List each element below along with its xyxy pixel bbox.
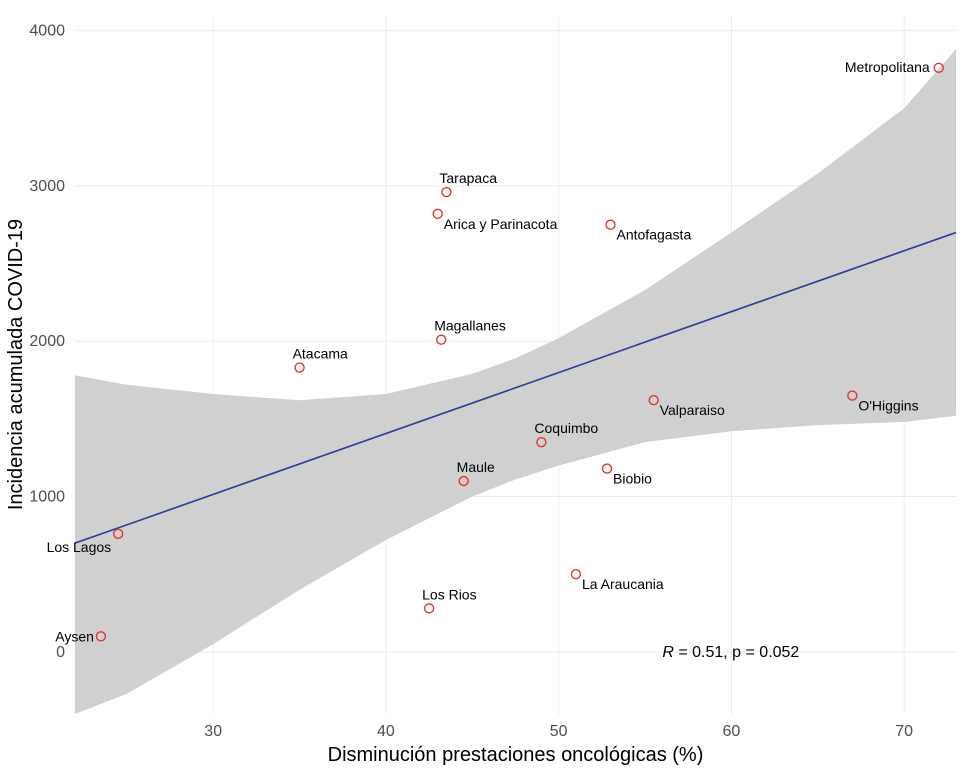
point-label: Antofagasta [617,227,692,243]
point-label: Coquimbo [534,420,598,436]
point-label: Tarapaca [439,170,497,186]
scatter-chart: Aysen Los Lagos Atacama Los Rios Arica y Par… [0,0,976,779]
y-tick-label: 0 [56,644,65,661]
point-label: O'Higgins [858,398,918,414]
point-label: La Araucania [582,576,664,592]
y-tick-label: 4000 [29,23,65,40]
point-label: Arica y Parinacota [444,216,558,232]
x-tick-label: 70 [895,723,913,740]
point-label: Metropolitana [845,59,930,75]
point-label: Maule [457,459,495,475]
x-tick-label: 40 [377,723,395,740]
y-axis-title: Incidencia acumulada COVID-19 [5,219,27,510]
x-axis-title: Disminución prestaciones oncológicas (%) [328,744,704,766]
chart-svg: Aysen Los Lagos Atacama Los Rios Arica y Par… [0,0,976,779]
y-tick-label: 1000 [29,489,65,506]
point-label: Aysen [55,628,94,644]
stat-annotation: R = 0.51, p = 0.052 [662,644,799,661]
point-label: Los Lagos [47,539,112,555]
point-label: Atacama [293,346,348,362]
y-tick-label: 2000 [29,333,65,350]
x-tick-label: 50 [550,723,568,740]
point-label: Valparaiso [660,402,725,418]
x-tick-label: 60 [723,723,741,740]
x-tick-label: 30 [204,723,222,740]
y-tick-label: 3000 [29,178,65,195]
point-label: Biobio [613,471,652,487]
point-label: Magallanes [434,318,506,334]
point-label: Los Rios [422,586,476,602]
